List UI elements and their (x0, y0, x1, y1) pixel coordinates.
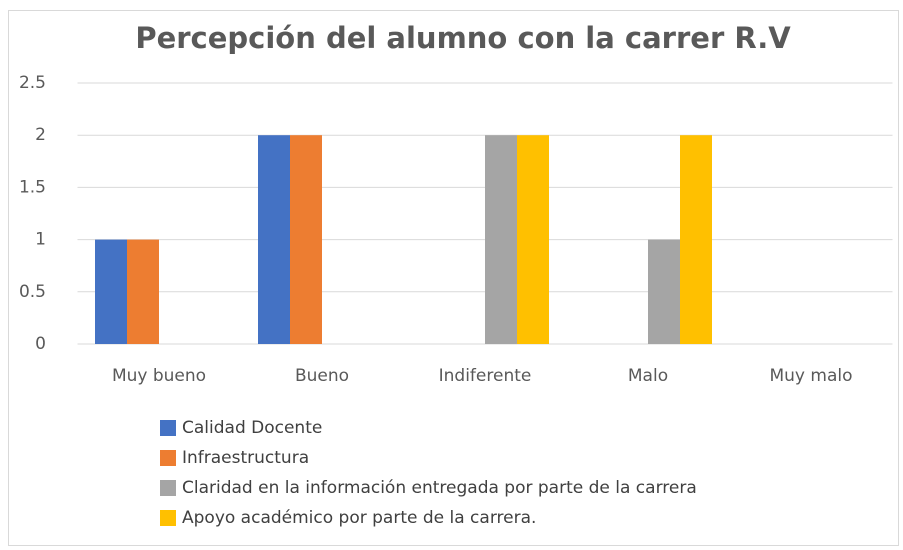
y-tick-label: 0.5 (19, 282, 46, 302)
bar (680, 135, 712, 344)
bar (127, 239, 159, 344)
y-tick-label: 2.5 (19, 73, 46, 93)
bar (290, 135, 322, 344)
bar (517, 135, 549, 344)
bar (95, 239, 127, 344)
x-tick-label: Bueno (295, 366, 349, 386)
y-tick-label: 0 (35, 334, 46, 354)
x-tick-label: Malo (628, 366, 668, 386)
legend-swatch (160, 480, 176, 496)
legend-swatch (160, 450, 176, 466)
y-tick-label: 1 (35, 230, 46, 250)
bar (648, 239, 680, 344)
legend-swatch (160, 420, 176, 436)
legend-label: Claridad en la información entregada por… (182, 478, 697, 498)
bar (485, 135, 517, 344)
x-tick-label: Muy bueno (112, 366, 206, 386)
legend-label: Infraestructura (182, 448, 309, 468)
y-tick-label: 1.5 (19, 177, 46, 197)
legend-label: Calidad Docente (182, 418, 322, 438)
chart-title: Percepción del alumno con la carrer R.V (135, 21, 791, 55)
x-tick-label: Indiferente (439, 366, 532, 386)
x-tick-label: Muy malo (769, 366, 852, 386)
legend-swatch (160, 510, 176, 526)
y-tick-label: 2 (35, 125, 46, 145)
bar (258, 135, 290, 344)
legend-label: Apoyo académico por parte de la carrera. (182, 508, 536, 528)
